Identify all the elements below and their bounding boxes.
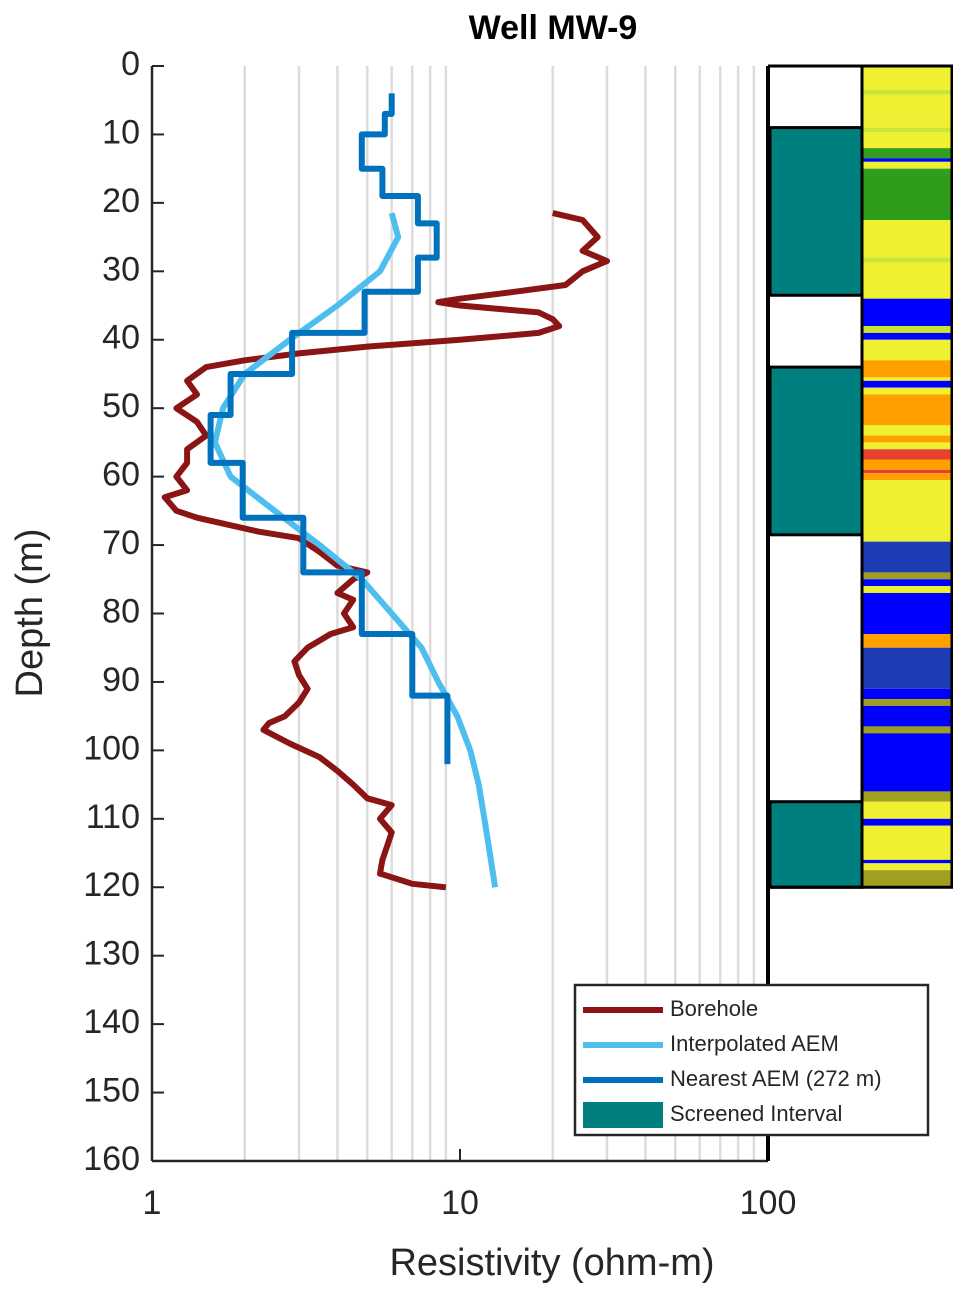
lithology-layer — [862, 634, 953, 648]
lithology-layer — [862, 339, 953, 361]
lithology-layer — [862, 818, 953, 826]
lithology-layer — [862, 572, 953, 580]
y-tick-label: 40 — [102, 319, 140, 357]
x-tick-label: 100 — [740, 1184, 797, 1222]
screened-interval — [768, 365, 864, 537]
lithology-layer — [862, 541, 953, 573]
x-tick-label: 1 — [143, 1184, 162, 1222]
lithology-layer — [862, 161, 953, 169]
legend-label: Interpolated AEM — [670, 1031, 839, 1056]
y-tick-label: 50 — [102, 387, 140, 425]
y-tick-label: 60 — [102, 456, 140, 494]
y-tick-label: 120 — [83, 866, 140, 904]
series-line — [207, 93, 451, 765]
lithology-layer — [862, 394, 953, 426]
lithology-layer — [862, 825, 953, 836]
legend-label: Nearest AEM (272 m) — [670, 1066, 882, 1091]
chart-title: Well MW-9 — [469, 9, 638, 47]
lithology-layer — [862, 89, 953, 95]
lithology-layer — [862, 94, 953, 128]
lithology-layer — [862, 859, 953, 864]
y-tick-label: 130 — [83, 935, 140, 973]
lithology-layer — [862, 148, 953, 159]
screened-interval — [768, 800, 864, 889]
y-tick-label: 30 — [102, 250, 140, 288]
lithology-layer — [862, 459, 953, 470]
lithology-layer — [862, 387, 953, 395]
lithology-layer — [862, 449, 953, 460]
lithology-layer — [862, 66, 953, 90]
lithology-layer — [862, 835, 953, 860]
x-axis-label: Resistivity (ohm-m) — [389, 1242, 714, 1284]
lithology-layer — [862, 132, 953, 149]
y-tick-label: 70 — [102, 524, 140, 562]
lithology-layer — [862, 801, 953, 819]
lithology-layer — [862, 262, 953, 299]
lithology-layer — [862, 733, 953, 792]
y-tick-label: 100 — [83, 729, 140, 767]
lithology-layer — [862, 863, 953, 871]
lithology-layer — [862, 473, 953, 481]
lithology-layer — [862, 332, 953, 340]
lithology-layer — [862, 219, 953, 258]
lithology-layer — [862, 168, 953, 176]
y-tick-label: 90 — [102, 661, 140, 699]
lithology-layer — [862, 480, 953, 542]
y-tick-label: 20 — [102, 182, 140, 220]
lithology-layer — [862, 705, 953, 727]
y-tick-label: 160 — [83, 1140, 140, 1178]
legend-label: Borehole — [670, 996, 758, 1021]
lithology-layer — [862, 579, 953, 587]
x-tick-label: 10 — [441, 1184, 479, 1222]
y-axis-label: Depth (m) — [9, 529, 51, 698]
lithology-layer — [862, 377, 953, 381]
lithology-layer — [862, 688, 953, 700]
lithology-layer — [862, 360, 953, 378]
lithology-layer — [862, 127, 953, 133]
y-tick-label: 0 — [121, 45, 140, 83]
lithology-layer — [862, 257, 953, 263]
lithology-layer — [862, 586, 953, 593]
lithology-layer — [862, 380, 953, 388]
legend-swatch — [583, 1102, 663, 1128]
lithology-layer — [862, 298, 953, 327]
lithology-layer — [862, 726, 953, 734]
lithology-layer — [862, 647, 953, 689]
legend-label: Screened Interval — [670, 1101, 842, 1126]
lithology-layer — [862, 425, 953, 436]
screened-interval — [768, 126, 864, 297]
lithology-layer — [862, 435, 953, 443]
lithology-layer — [862, 469, 953, 474]
lithology-layer — [862, 158, 953, 162]
series-line — [161, 210, 610, 891]
series-line — [211, 212, 499, 888]
lithology-layer — [862, 699, 953, 706]
lithology-layer — [862, 791, 953, 802]
lithology-layer — [862, 175, 953, 220]
lithology-layer — [862, 592, 953, 635]
y-tick-label: 110 — [86, 798, 140, 836]
lithology-layer — [862, 442, 953, 450]
y-tick-label: 140 — [83, 1003, 140, 1041]
lithology-layer — [862, 870, 953, 888]
y-tick-label: 150 — [83, 1072, 140, 1110]
lithology-layer — [862, 326, 953, 333]
y-tick-label: 80 — [102, 592, 140, 630]
y-tick-label: 10 — [102, 113, 140, 151]
